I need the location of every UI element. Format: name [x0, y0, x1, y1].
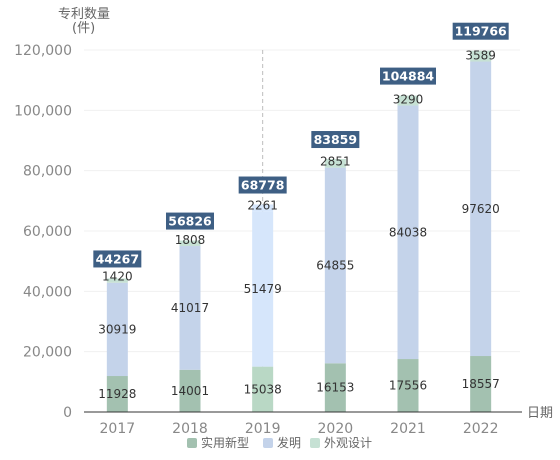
y-tick-label: 40,000 [23, 284, 72, 300]
total-value-label: 104884 [382, 69, 434, 84]
invention-value-label: 41017 [171, 301, 209, 315]
invention-value-label: 84038 [389, 225, 427, 239]
legend-swatch [310, 438, 320, 448]
total-value-label: 119766 [455, 24, 507, 39]
x-tick-label: 2020 [318, 421, 354, 437]
utility-value-label: 14001 [171, 384, 209, 398]
legend-item[interactable]: 外观设计 [310, 436, 372, 450]
design-value-label: 2851 [320, 155, 351, 169]
legend-label: 外观设计 [324, 436, 372, 450]
bar-segment[interactable] [397, 359, 419, 412]
legend-label: 实用新型 [201, 435, 249, 450]
design-value-label: 1420 [102, 270, 133, 284]
bar-segment[interactable] [179, 369, 201, 412]
total-value-label: 83859 [314, 132, 358, 147]
legend-item[interactable]: 发明 [263, 435, 301, 450]
total-label-box [166, 212, 214, 230]
bar-segment[interactable] [179, 240, 201, 247]
x-tick-label: 2022 [463, 421, 499, 437]
y-tick-label: 80,000 [23, 164, 72, 180]
bar-group-2017[interactable]: 11928 30919 1420 44267 [93, 250, 142, 412]
bar-segment[interactable] [324, 167, 346, 364]
bar-segment[interactable] [106, 278, 128, 283]
bar-group-2022[interactable]: 18557 97620 3589 119766 [452, 22, 509, 412]
bar-group-2021[interactable]: 17556 84038 3290 104884 [380, 67, 436, 412]
y-tick-label: 100,000 [14, 103, 72, 119]
design-value-label: 3589 [465, 49, 496, 63]
legend[interactable]: 实用新型 发明 外观设计 [187, 435, 372, 450]
total-value-label: 56826 [168, 214, 212, 229]
x-axis-title: 日期 [527, 406, 553, 421]
total-value-label: 44267 [96, 251, 140, 266]
bar-group-2019[interactable]: 15038 51479 2261 68778 [238, 176, 287, 412]
x-tick-label: 2019 [245, 421, 281, 437]
legend-item[interactable]: 实用新型 [187, 435, 249, 450]
total-label-box [93, 250, 142, 268]
x-tick-label: 2017 [100, 421, 136, 437]
utility-value-label: 16153 [316, 381, 354, 395]
bar-segment[interactable] [252, 366, 274, 412]
total-label-box [452, 22, 509, 40]
invention-value-label: 64855 [316, 258, 354, 272]
bar-segment[interactable] [470, 356, 492, 412]
y-axis-unit: (件) [72, 21, 95, 36]
bars: 11928 30919 1420 44267 14001 41017 1808 56826 15… [93, 22, 509, 412]
legend-label: 发明 [277, 435, 301, 450]
y-tick-label: 60,000 [23, 224, 72, 240]
y-axis-title: 专利数量 [58, 7, 110, 22]
bar-segment[interactable] [397, 105, 419, 360]
design-value-label: 3290 [393, 93, 424, 107]
bar-segment[interactable] [179, 246, 201, 370]
utility-value-label: 18557 [462, 377, 500, 391]
x-tick-label: 2018 [172, 421, 208, 437]
y-tick-label: 120,000 [14, 43, 72, 59]
utility-value-label: 11928 [98, 387, 136, 401]
total-value-label: 68778 [241, 178, 285, 193]
invention-value-label: 51479 [244, 282, 282, 296]
legend-swatch [263, 438, 273, 448]
total-label-box [311, 131, 360, 149]
utility-value-label: 17556 [389, 379, 427, 393]
bar-segment[interactable] [470, 61, 492, 357]
bar-segment[interactable] [324, 159, 346, 168]
invention-value-label: 97620 [462, 202, 500, 216]
bar-segment[interactable] [397, 95, 419, 106]
invention-value-label: 30919 [98, 322, 136, 336]
total-label-box [380, 67, 436, 85]
bar-group-2020[interactable]: 16153 64855 2851 83859 [311, 131, 360, 412]
design-value-label: 2261 [247, 198, 278, 212]
bar-segment[interactable] [252, 204, 274, 212]
bar-group-2018[interactable]: 14001 41017 1808 56826 [166, 212, 214, 412]
x-axis-ticks: 2017 2018 2019 2020 2021 2022 [100, 421, 499, 437]
legend-swatch [187, 438, 197, 448]
bar-segment[interactable] [324, 363, 346, 412]
bar-segment[interactable] [106, 376, 128, 412]
total-label-box [238, 176, 287, 194]
grid-lines [84, 49, 520, 353]
y-axis-ticks: 0 20,000 40,000 60,000 80,000 100,000 120,000 [14, 43, 72, 421]
y-tick-label: 0 [63, 405, 72, 421]
design-value-label: 1808 [175, 233, 206, 247]
bar-segment[interactable] [470, 50, 492, 62]
y-tick-label: 20,000 [23, 345, 72, 361]
bar-segment[interactable] [106, 282, 128, 377]
utility-value-label: 15038 [244, 382, 282, 396]
bar-segment[interactable] [252, 211, 274, 367]
x-tick-label: 2021 [390, 421, 426, 437]
